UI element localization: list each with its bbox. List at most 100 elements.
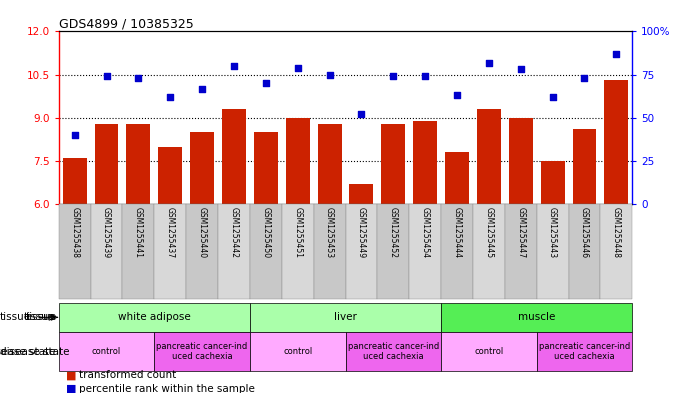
Bar: [346, 332, 441, 371]
Text: tissue: tissue: [0, 312, 31, 322]
Bar: [377, 204, 409, 299]
Bar: [318, 124, 341, 204]
Bar: [154, 204, 186, 299]
Bar: [282, 204, 314, 299]
Text: control: control: [474, 347, 504, 356]
Point: [451, 92, 462, 99]
Point: [292, 64, 303, 71]
Point: [483, 59, 494, 66]
Text: transformed count: transformed count: [79, 370, 177, 380]
Text: pancreatic cancer-ind
uced cachexia: pancreatic cancer-ind uced cachexia: [156, 342, 248, 362]
Point: [164, 94, 176, 100]
Bar: [158, 147, 182, 204]
Text: GSM1255444: GSM1255444: [453, 207, 462, 258]
Bar: [445, 152, 469, 204]
Text: GDS4899 / 10385325: GDS4899 / 10385325: [59, 17, 193, 30]
Bar: [477, 109, 501, 204]
Text: muscle: muscle: [518, 312, 556, 322]
Bar: [59, 303, 250, 332]
Text: tissue: tissue: [24, 312, 55, 322]
Bar: [286, 118, 310, 204]
Text: GSM1255445: GSM1255445: [484, 207, 493, 258]
Point: [356, 111, 367, 118]
Bar: [381, 124, 405, 204]
Text: liver: liver: [334, 312, 357, 322]
Bar: [122, 204, 154, 299]
Bar: [350, 184, 373, 204]
Bar: [59, 332, 154, 371]
Bar: [250, 303, 441, 332]
Text: ■: ■: [66, 370, 76, 380]
Point: [69, 132, 80, 138]
Text: GSM1255449: GSM1255449: [357, 207, 366, 258]
Text: GSM1255437: GSM1255437: [166, 207, 175, 258]
Bar: [186, 204, 218, 299]
Bar: [250, 332, 346, 371]
Text: GSM1255453: GSM1255453: [325, 207, 334, 258]
Bar: [222, 109, 246, 204]
Text: white adipose: white adipose: [118, 312, 191, 322]
Bar: [441, 204, 473, 299]
Bar: [154, 332, 250, 371]
Point: [229, 63, 240, 69]
Bar: [190, 132, 214, 204]
Text: GSM1255439: GSM1255439: [102, 207, 111, 258]
Text: pancreatic cancer-ind
uced cachexia: pancreatic cancer-ind uced cachexia: [348, 342, 439, 362]
Bar: [569, 204, 600, 299]
Point: [388, 73, 399, 79]
Text: GSM1255454: GSM1255454: [421, 207, 430, 258]
Text: tissue: tissue: [26, 312, 57, 322]
Bar: [59, 204, 91, 299]
Text: disease state: disease state: [0, 347, 55, 357]
Bar: [126, 124, 151, 204]
Point: [547, 94, 558, 100]
Bar: [63, 158, 86, 204]
Text: disease state: disease state: [0, 347, 70, 357]
Point: [324, 72, 335, 78]
Bar: [509, 118, 533, 204]
Bar: [537, 332, 632, 371]
Bar: [254, 132, 278, 204]
Bar: [218, 204, 250, 299]
Bar: [250, 204, 282, 299]
Bar: [540, 161, 565, 204]
Text: pancreatic cancer-ind
uced cachexia: pancreatic cancer-ind uced cachexia: [539, 342, 630, 362]
Bar: [441, 332, 537, 371]
Text: percentile rank within the sample: percentile rank within the sample: [79, 384, 256, 393]
Bar: [95, 124, 118, 204]
Text: GSM1255438: GSM1255438: [70, 207, 79, 258]
Text: GSM1255451: GSM1255451: [293, 207, 302, 258]
Bar: [413, 121, 437, 204]
Point: [515, 66, 527, 73]
Bar: [91, 204, 122, 299]
Point: [611, 51, 622, 57]
Bar: [409, 204, 441, 299]
Point: [261, 80, 272, 86]
Text: GSM1255446: GSM1255446: [580, 207, 589, 258]
Bar: [473, 204, 505, 299]
Text: GSM1255441: GSM1255441: [134, 207, 143, 258]
Point: [133, 75, 144, 81]
Bar: [441, 303, 632, 332]
Text: GSM1255448: GSM1255448: [612, 207, 621, 258]
Point: [419, 73, 430, 79]
Point: [196, 85, 207, 92]
Bar: [537, 204, 569, 299]
Point: [579, 75, 590, 81]
Text: control: control: [92, 347, 121, 356]
Bar: [605, 81, 628, 204]
Text: GSM1255442: GSM1255442: [229, 207, 238, 258]
Bar: [573, 129, 596, 204]
Bar: [346, 204, 377, 299]
Text: GSM1255440: GSM1255440: [198, 207, 207, 258]
Point: [101, 73, 112, 79]
Text: GSM1255443: GSM1255443: [548, 207, 557, 258]
Bar: [314, 204, 346, 299]
Text: ■: ■: [66, 384, 76, 393]
Bar: [600, 204, 632, 299]
Bar: [505, 204, 537, 299]
Text: GSM1255447: GSM1255447: [516, 207, 525, 258]
Text: control: control: [283, 347, 312, 356]
Text: GSM1255452: GSM1255452: [389, 207, 398, 258]
Text: GSM1255450: GSM1255450: [261, 207, 270, 258]
